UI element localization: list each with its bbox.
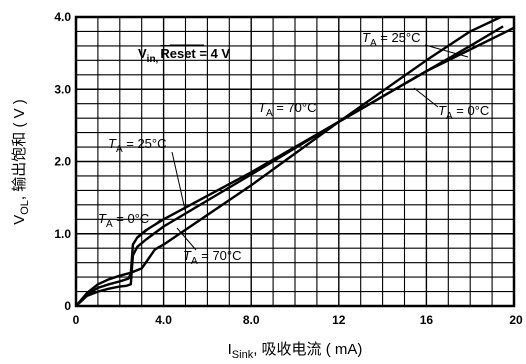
- leader-0c-left: [137, 219, 161, 239]
- x-tick-label: 20: [509, 313, 523, 327]
- x-tick-label: 0: [73, 313, 80, 327]
- x-axis-label-main: I: [228, 341, 232, 358]
- y-tick-label: 3.0: [54, 82, 71, 96]
- label-0c-left: TA = 0°C: [98, 211, 149, 230]
- leader-0c-right: [413, 87, 439, 108]
- y-axis-label: VOL, 输出饱和 ( V ): [11, 99, 31, 225]
- x-tick-label: 12: [332, 313, 346, 327]
- leader-25c-left: [171, 151, 187, 215]
- leader-25c-top: [424, 44, 469, 58]
- x-axis-label: ISink, 吸收电流 ( mA): [228, 341, 363, 361]
- label-0c-right: TA = 0°C: [438, 103, 489, 122]
- y-tick-label: 2.0: [54, 155, 71, 169]
- label-25c-top: TA = 25°C: [362, 30, 421, 49]
- label-70c-low: TA = 70°C: [183, 248, 242, 267]
- y-axis-label-main: V: [11, 215, 28, 225]
- series-line-70c: [75, 15, 502, 307]
- plot-frame: [74, 15, 516, 308]
- y-tick-label: 4.0: [54, 10, 71, 24]
- x-axis-label-sub: Sink: [232, 349, 254, 361]
- leader-70c-low: [176, 227, 197, 251]
- y-axis-label-sub: OL: [19, 200, 31, 215]
- condition-label: Vin, Reset = 4 V: [138, 46, 230, 65]
- x-tick-label: 4.0: [155, 313, 172, 327]
- y-axis-label-rest: , 输出饱和 ( V ): [11, 99, 28, 200]
- series-line-25c: [75, 25, 504, 307]
- y-tick-label: 1.0: [54, 227, 71, 241]
- y-tick-label: 0: [64, 299, 71, 313]
- label-70c-mid: TA = 70°C: [258, 100, 317, 119]
- x-tick-label: 8.0: [243, 313, 260, 327]
- grid: [76, 17, 514, 306]
- label-25c-left: TA = 25°C: [108, 136, 167, 155]
- tick-labels: 0 4.0 8.0 12 16 20 0 1.0 2.0 3.0 4.0: [54, 10, 523, 327]
- x-tick-label: 16: [420, 313, 434, 327]
- series-line-0c: [75, 26, 515, 307]
- x-axis-label-rest: , 吸收电流 ( mA): [253, 341, 362, 358]
- series-lines: [75, 15, 515, 307]
